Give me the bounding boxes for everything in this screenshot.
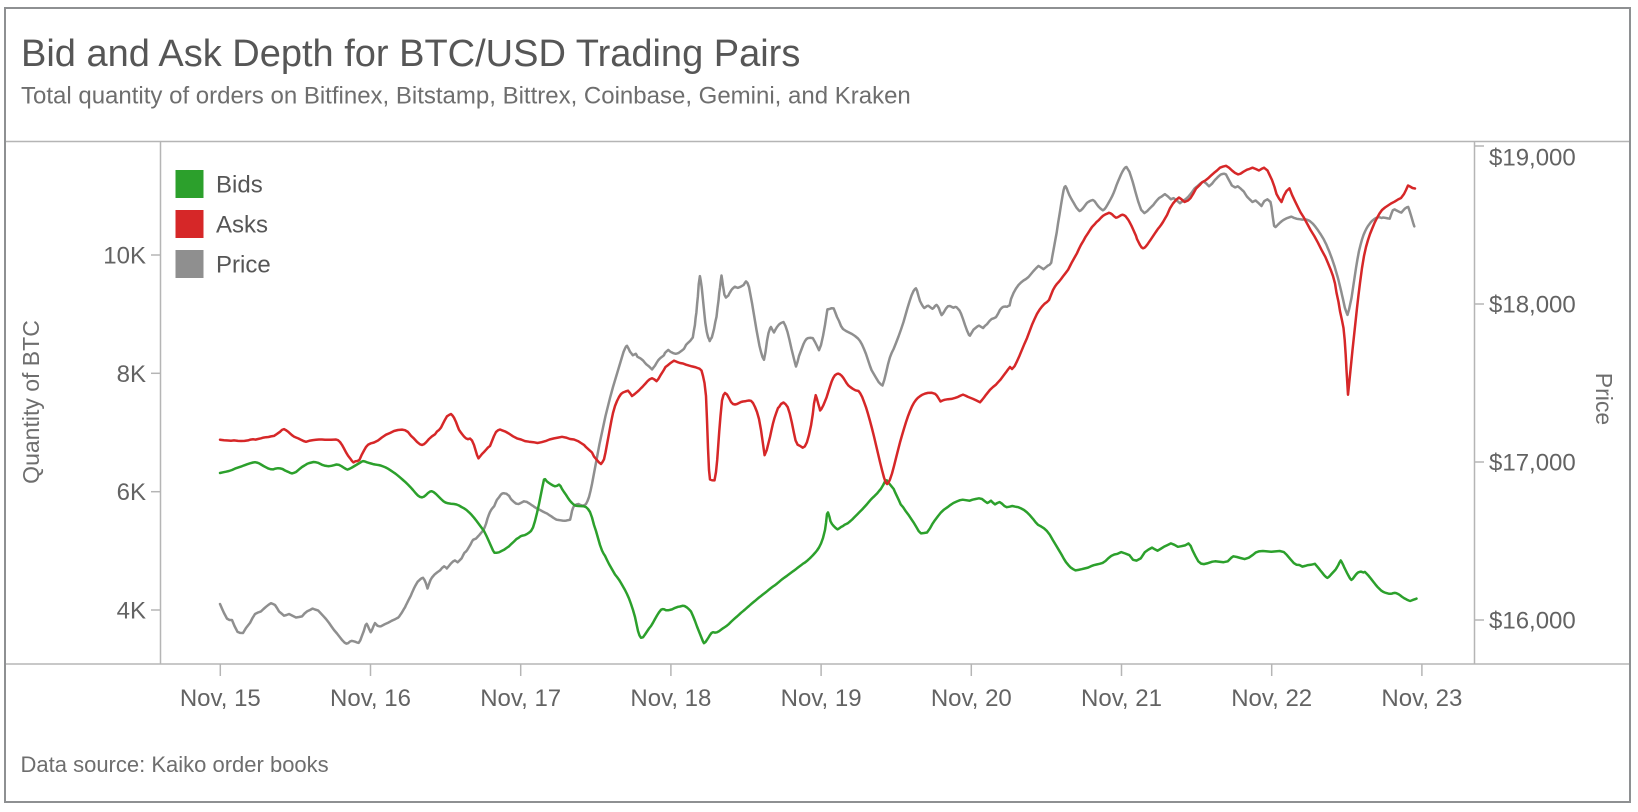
svg-text:Quantity of BTC: Quantity of BTC	[18, 320, 44, 484]
svg-text:Nov, 22: Nov, 22	[1231, 685, 1312, 712]
svg-text:$18,000: $18,000	[1489, 292, 1576, 319]
svg-text:Asks: Asks	[216, 212, 268, 239]
svg-text:Price: Price	[1591, 373, 1617, 425]
svg-text:Price: Price	[216, 252, 271, 279]
svg-text:8K: 8K	[117, 361, 146, 388]
svg-text:4K: 4K	[117, 598, 146, 625]
svg-text:Nov, 17: Nov, 17	[480, 685, 561, 712]
svg-text:Data source: Kaiko order books: Data source: Kaiko order books	[21, 752, 329, 777]
svg-text:Total quantity of orders on Bi: Total quantity of orders on Bitfinex, Bi…	[21, 83, 911, 110]
svg-text:Nov, 19: Nov, 19	[781, 685, 862, 712]
svg-text:Bid and Ask Depth for BTC/USD: Bid and Ask Depth for BTC/USD Trading Pa…	[21, 33, 800, 75]
svg-text:Nov, 16: Nov, 16	[330, 685, 411, 712]
svg-text:Nov, 20: Nov, 20	[931, 685, 1012, 712]
svg-text:Nov, 23: Nov, 23	[1381, 685, 1462, 712]
svg-text:$17,000: $17,000	[1489, 450, 1576, 477]
svg-text:Nov, 21: Nov, 21	[1081, 685, 1162, 712]
svg-text:10K: 10K	[103, 243, 146, 270]
svg-text:$16,000: $16,000	[1489, 608, 1576, 635]
svg-text:$19,000: $19,000	[1489, 145, 1576, 172]
svg-text:Nov, 18: Nov, 18	[630, 685, 711, 712]
svg-text:6K: 6K	[117, 479, 146, 506]
svg-text:Nov, 15: Nov, 15	[180, 685, 261, 712]
svg-text:Bids: Bids	[216, 172, 263, 199]
